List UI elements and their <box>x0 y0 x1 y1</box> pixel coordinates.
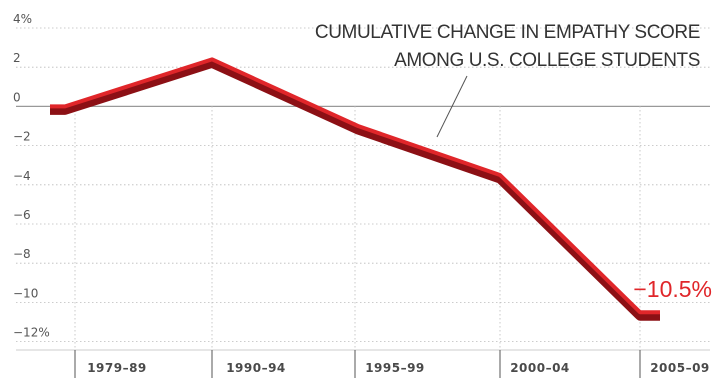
y-tick-label: −2 <box>13 130 31 144</box>
x-axis-ticks: 1979–89 1990–94 1995–99 2000–04 2005–09 <box>74 350 710 378</box>
series-layer <box>50 57 660 321</box>
y-axis-ticks: 4% 2 0 −2 −4 −6 −8 −10 −12% <box>13 12 50 340</box>
y-tick-label: −8 <box>13 247 31 261</box>
y-tick-label: −6 <box>13 208 31 222</box>
annotation-layer <box>436 75 468 138</box>
chart-title-line-2: AMONG U.S. COLLEGE STUDENTS <box>394 50 700 71</box>
series-line-shadow <box>50 58 660 321</box>
chart-title: CUMULATIVE CHANGE IN EMPATHY SCORE AMONG… <box>315 22 701 71</box>
y-tick-label: 4% <box>13 12 32 26</box>
chart-title-line-1: CUMULATIVE CHANGE IN EMPATHY SCORE <box>315 22 700 43</box>
y-tick-label: 0 <box>13 90 21 104</box>
y-tick-label: 2 <box>13 51 21 65</box>
end-value-label: −10.5% <box>633 276 712 302</box>
x-tick-label: 1990–94 <box>226 361 286 375</box>
title-leader-line <box>436 75 468 138</box>
y-tick-label: −12% <box>13 326 50 340</box>
grid-layer <box>16 27 710 351</box>
x-tick-label: 2005–09 <box>650 361 710 375</box>
x-tick-label: 2000–04 <box>510 361 570 375</box>
x-tick-label: 1979–89 <box>87 361 147 375</box>
x-tick-label: 1995–99 <box>365 361 425 375</box>
y-tick-label: −10 <box>13 286 38 300</box>
y-tick-label: −4 <box>13 169 31 183</box>
